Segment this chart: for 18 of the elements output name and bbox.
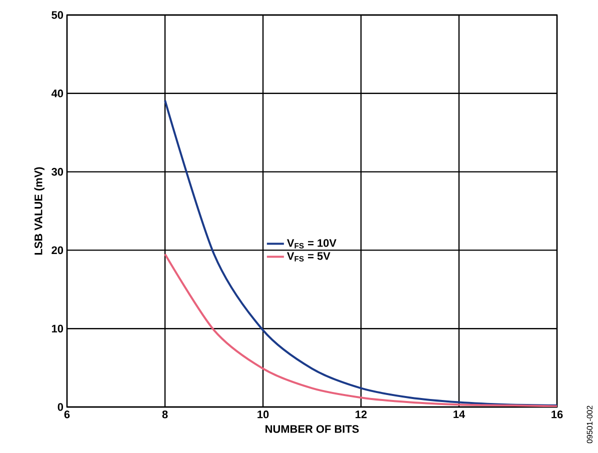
y-tick-label: 20 <box>52 246 64 254</box>
line-series <box>164 253 558 407</box>
line-series <box>164 99 558 406</box>
x-tick-label: 14 <box>454 410 466 418</box>
x-tick-label: 16 <box>552 410 563 418</box>
x-axis-title: NUMBER OF BITS <box>266 425 359 433</box>
x-tick-label: 8 <box>162 410 168 418</box>
x-tick-label: 12 <box>356 410 367 418</box>
legend-label: V$_{FS}$ = 5V <box>286 252 330 262</box>
y-tick-label: 10 <box>52 324 64 332</box>
y-tick-label: 30 <box>52 168 64 176</box>
x-tick-label: 6 <box>64 410 70 418</box>
y-axis-title: LSB VALUE (mV) <box>34 167 44 255</box>
legend-label: V$_{FS}$ = 10V <box>286 239 336 248</box>
y-tick-label: 0 <box>58 403 64 411</box>
y-tick-label: 40 <box>51 90 64 98</box>
x-tick-label: 10 <box>258 410 269 418</box>
y-tick-label: 50 <box>52 11 64 19</box>
